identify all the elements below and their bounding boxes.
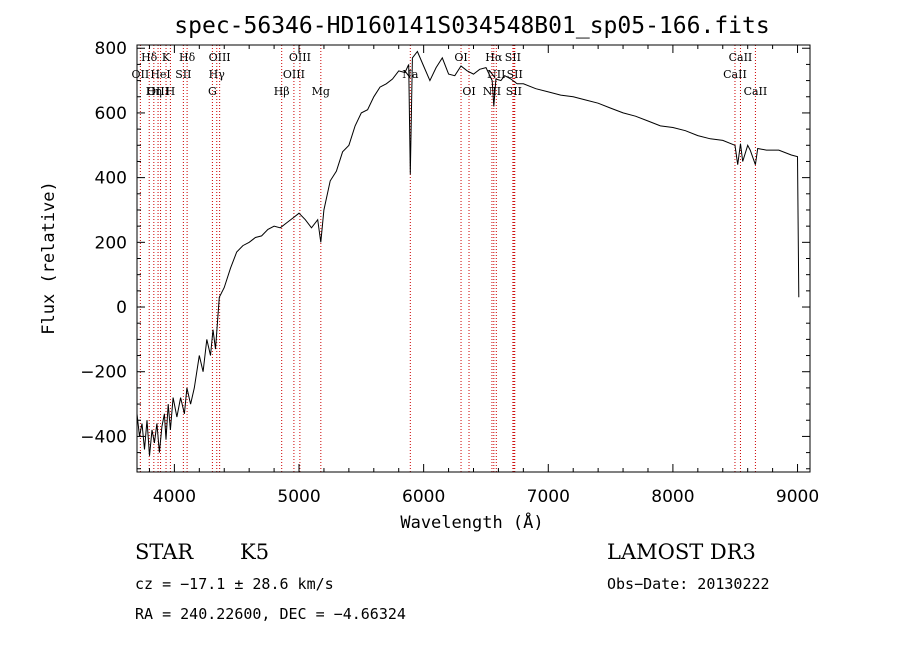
y-tick-label: −200 [80, 363, 127, 383]
line-label: SII [505, 51, 521, 64]
line-label: SII [175, 68, 191, 81]
y-axis-label: Flux (relative) [39, 181, 59, 335]
line-label: OII [132, 68, 150, 81]
line-label: Hα [485, 51, 503, 64]
line-label: OIII [209, 51, 231, 64]
x-axis: 4000 5000 6000 7000 8000 9000 [148, 45, 819, 507]
line-label: OIII [283, 68, 305, 81]
y-tick-label: 0 [116, 298, 127, 318]
y-tick-label: 400 [95, 169, 127, 189]
line-label: NII [483, 85, 501, 98]
chart-title: spec-56346-HD160141S034548B01_sp05-166.f… [174, 13, 769, 39]
line-label: CaII [723, 68, 747, 81]
line-label: Hη [146, 85, 162, 98]
line-label: CaII [744, 85, 768, 98]
x-axis-label: Wavelength (Å) [400, 511, 543, 533]
y-tick-label: 200 [95, 233, 127, 253]
object-type: STAR [135, 540, 194, 564]
line-label: K [162, 51, 171, 64]
line-label: OIII [289, 51, 311, 64]
x-tick-label: 4000 [153, 487, 196, 507]
line-label: Hγ [209, 68, 226, 81]
line-label: H [166, 85, 176, 98]
spectral-subclass: K5 [240, 540, 270, 564]
coordinates-readout: RA = 240.22600, DEC = −4.66324 [135, 605, 406, 623]
line-label: Hδ [141, 51, 158, 64]
x-tick-label: 9000 [776, 487, 819, 507]
spectral-line-markers [139, 45, 756, 472]
observation-date: Obs−Date: 20130222 [607, 575, 770, 593]
line-label: CaII [729, 51, 753, 64]
line-label: Hδ [179, 51, 196, 64]
line-label: OI [462, 85, 475, 98]
line-label: G [208, 85, 217, 98]
survey-name: LAMOST DR3 [607, 540, 756, 564]
line-label: OI [454, 51, 467, 64]
spectrum-chart: spec-56346-HD160141S034548B01_sp05-166.f… [39, 13, 819, 533]
redshift-readout: cz = −17.1 ± 28.6 km/s [135, 575, 334, 593]
x-tick-label: 7000 [527, 487, 570, 507]
x-tick-label: 8000 [651, 487, 694, 507]
line-label: Mg [312, 85, 330, 98]
line-label: SII [506, 85, 522, 98]
y-axis: −400 −200 0 200 400 600 800 [80, 39, 810, 470]
line-label: NII [487, 68, 505, 81]
y-tick-label: 800 [95, 39, 127, 59]
x-tick-label: 5000 [277, 487, 320, 507]
line-label: HeI [150, 68, 170, 81]
line-label: OIII [147, 85, 169, 98]
spectrum-series [136, 50, 800, 456]
line-label: Na [402, 68, 419, 81]
plot-frame [136, 44, 811, 473]
y-tick-label: −400 [80, 427, 127, 447]
line-label: Hβ [274, 85, 290, 98]
x-tick-label: 6000 [402, 487, 445, 507]
line-label: SII [507, 68, 523, 81]
y-tick-label: 600 [95, 104, 127, 124]
